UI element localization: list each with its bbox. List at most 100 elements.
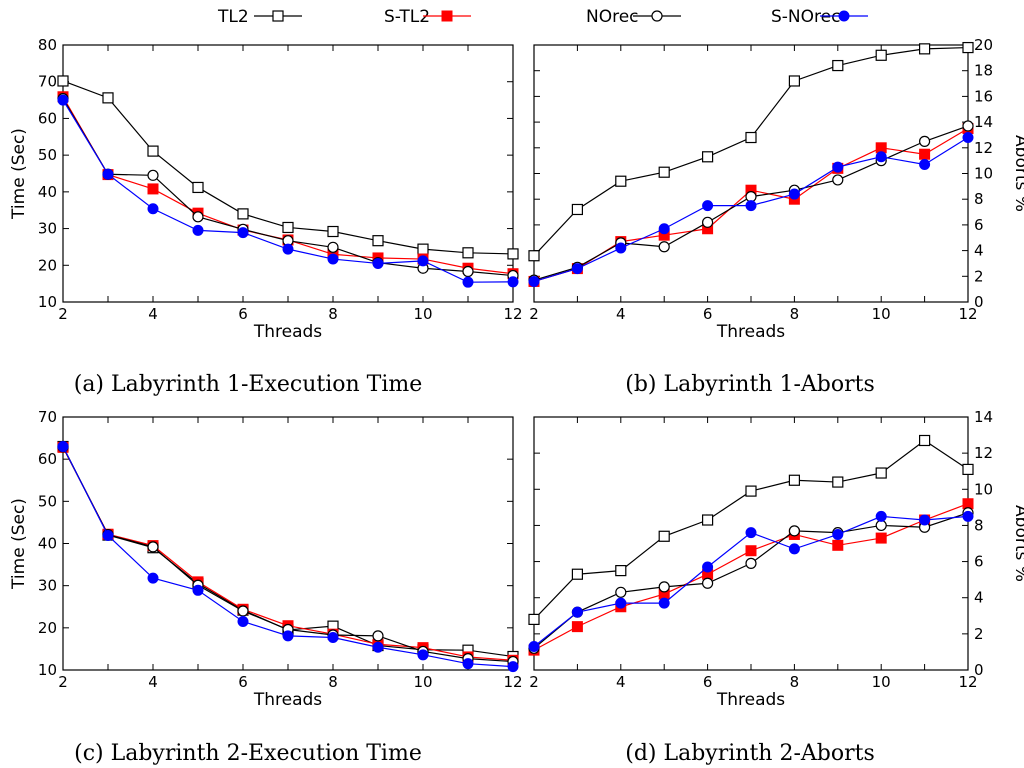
point-tl2 [701, 514, 714, 526]
x-tick-label: 4 [148, 673, 158, 691]
point-s-norec [528, 275, 540, 287]
series-s-norec [528, 132, 974, 287]
point-s-norec [462, 276, 474, 288]
point-s-tl2 [875, 532, 887, 544]
legend-label-s-norec: S-NOrec [771, 7, 840, 27]
y-tick-label: 70 [38, 408, 57, 426]
point-tl2 [571, 568, 584, 580]
x-axis-label: Threads [253, 322, 322, 342]
y-tick-label: 50 [38, 492, 57, 510]
point-tl2 [745, 485, 757, 497]
point-norec [237, 605, 249, 617]
y-tick-label: 6 [974, 216, 984, 234]
point-s-norec [102, 529, 114, 541]
point-norec [615, 586, 627, 598]
point-s-norec [327, 632, 339, 644]
x-tick-label: 6 [703, 305, 713, 323]
point-tl2 [192, 181, 204, 194]
point-s-norec [875, 151, 887, 163]
point-s-norec [658, 223, 670, 235]
point-tl2 [147, 145, 159, 157]
legend-marker-norec [651, 10, 663, 22]
point-tl2 [417, 243, 429, 255]
point-norec [788, 525, 801, 537]
series-s-tl2 [528, 498, 974, 656]
point-s-norec [702, 561, 714, 573]
point-s-norec [147, 572, 159, 584]
point-norec [701, 216, 714, 228]
point-tl2 [462, 247, 474, 259]
y-tick-label: 10 [38, 661, 57, 679]
y-tick-label: 12 [974, 139, 993, 157]
point-norec [462, 265, 474, 278]
point-s-norec [192, 224, 204, 236]
point-s-tl2 [147, 183, 159, 195]
point-tl2 [615, 565, 627, 577]
point-norec [372, 630, 384, 642]
y-axis-label: Time (Sec) [9, 128, 29, 220]
series-tl2 [528, 434, 974, 626]
point-s-tl2 [745, 545, 757, 557]
y-axis-label: Aborts % [1011, 505, 1024, 582]
x-tick-label: 2 [529, 305, 539, 323]
point-tl2 [701, 151, 714, 163]
point-norec [658, 581, 670, 593]
point-s-norec [745, 200, 757, 212]
point-s-norec [57, 441, 69, 453]
point-norec [832, 174, 844, 186]
x-tick-label: 8 [790, 673, 800, 691]
y-tick-label: 70 [38, 73, 57, 91]
legend-marker-s-norec [838, 10, 850, 22]
y-tick-label: 20 [974, 36, 993, 54]
x-tick-label: 10 [413, 673, 432, 691]
point-s-norec [571, 263, 583, 275]
y-tick-label: 10 [974, 480, 993, 498]
point-tl2 [962, 463, 974, 476]
point-s-norec [962, 132, 974, 144]
point-tl2 [282, 221, 294, 234]
series-tl2 [528, 41, 974, 262]
point-s-norec [372, 641, 384, 653]
point-norec [918, 135, 931, 147]
caption-c: (c) Labyrinth 2-Execution Time [74, 741, 422, 766]
point-norec [658, 241, 670, 253]
x-tick-label: 6 [703, 673, 713, 691]
point-s-norec [192, 584, 204, 596]
point-tl2 [57, 75, 69, 87]
y-tick-label: 2 [974, 267, 984, 285]
legend-label-norec: NOrec [586, 7, 639, 27]
point-s-norec [571, 606, 583, 618]
panel-labyrinth2-time: 2 4 6 8 10 12 10 20 30 40 50 60 70 Threads Time (Sec) [9, 408, 523, 710]
y-axis-label: Aborts % [1011, 135, 1024, 212]
point-s-norec [615, 597, 627, 609]
legend-marker-tl2 [272, 10, 284, 22]
y-tick-label: 14 [974, 113, 993, 131]
x-tick-label: 2 [58, 673, 68, 691]
y-tick-label: 8 [974, 516, 984, 534]
series-s-norec [57, 441, 519, 673]
point-s-norec [658, 597, 670, 609]
point-s-norec [372, 257, 384, 269]
point-s-norec [237, 616, 249, 628]
point-tl2 [102, 92, 114, 104]
x-tick-label: 10 [872, 305, 891, 323]
point-tl2 [918, 43, 931, 55]
point-tl2 [528, 250, 540, 262]
point-tl2 [832, 476, 844, 488]
point-s-norec [615, 242, 627, 254]
point-tl2 [875, 467, 887, 479]
legend-marker-s-tl2 [441, 10, 453, 22]
x-tick-label: 8 [328, 673, 338, 691]
point-s-norec [832, 528, 844, 540]
point-s-tl2 [919, 148, 931, 160]
point-s-norec [919, 159, 931, 171]
point-s-tl2 [571, 621, 583, 633]
point-s-norec [462, 658, 474, 670]
y-tick-label: 10 [974, 165, 993, 183]
point-s-norec [702, 200, 714, 212]
point-norec [147, 541, 159, 553]
y-tick-label: 60 [38, 450, 57, 468]
point-tl2 [528, 613, 540, 626]
y-tick-label: 2 [974, 625, 984, 643]
